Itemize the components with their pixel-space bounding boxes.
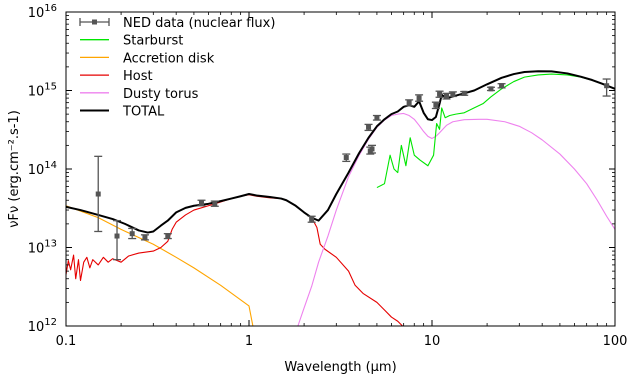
y-tick-label: 1013 xyxy=(28,239,57,257)
ned-data-point xyxy=(364,123,373,132)
legend-label: Dusty torus xyxy=(123,87,199,102)
data-marker xyxy=(450,91,456,97)
ned-data-point xyxy=(210,200,219,207)
y-tick-base: 10 xyxy=(28,242,45,257)
ned-data-point xyxy=(486,86,495,92)
y-tick-exponent: 13 xyxy=(44,239,57,250)
series-line-dusty-torus xyxy=(297,112,615,326)
legend-label: TOTAL xyxy=(122,105,165,120)
ned-data-point xyxy=(307,215,316,223)
ned-data-point xyxy=(448,91,457,98)
data-marker xyxy=(604,83,610,89)
series-line-host xyxy=(66,194,403,326)
data-marker xyxy=(198,200,204,206)
ned-data-point xyxy=(435,90,444,98)
data-marker xyxy=(437,91,443,97)
y-axis-title: νFν (erg.cm⁻².s-1) xyxy=(7,110,22,228)
y-tick-base: 10 xyxy=(28,85,45,100)
series-line-starburst xyxy=(376,73,615,189)
legend-entry: Accretion disk xyxy=(80,51,215,66)
data-marker xyxy=(142,234,148,240)
legend-entry: TOTAL xyxy=(80,105,165,120)
legend-label: NED data (nuclear flux) xyxy=(123,16,275,31)
data-marker xyxy=(366,124,372,130)
data-marker xyxy=(114,233,120,239)
data-marker xyxy=(374,115,380,121)
data-marker xyxy=(165,233,171,239)
y-tick-base: 10 xyxy=(28,163,45,178)
y-tick-base: 10 xyxy=(28,6,45,21)
data-marker xyxy=(369,146,375,152)
y-tick-label: 1012 xyxy=(28,317,57,335)
plot-frame xyxy=(65,11,616,327)
ned-data-point xyxy=(442,92,451,100)
y-tick-exponent: 16 xyxy=(44,3,57,14)
data-marker xyxy=(461,90,467,96)
data-marker xyxy=(416,95,422,101)
data-marker xyxy=(129,231,135,237)
ned-data-point xyxy=(342,153,351,163)
series-layer xyxy=(66,70,615,326)
data-marker xyxy=(406,100,412,106)
data-marker xyxy=(309,216,315,222)
legend-entry: Host xyxy=(80,69,153,84)
y-tick-label: 1014 xyxy=(28,160,57,178)
y-tick-label: 1015 xyxy=(28,82,57,100)
x-tick-label: 100 xyxy=(603,334,628,349)
legend-marker xyxy=(92,19,97,25)
legend-label: Host xyxy=(123,69,153,84)
data-marker xyxy=(212,201,218,207)
data-marker xyxy=(499,83,505,89)
ned-data-point xyxy=(367,144,376,154)
ned-data-point xyxy=(128,227,137,240)
x-tick-label: 1 xyxy=(245,334,253,349)
legend-entry: Starburst xyxy=(80,34,183,49)
ned-data-point xyxy=(113,219,122,261)
legend-label: Accretion disk xyxy=(123,51,215,66)
y-tick-base: 10 xyxy=(28,320,45,335)
y-tick-exponent: 12 xyxy=(44,317,57,328)
data-marker xyxy=(343,155,349,161)
data-marker xyxy=(95,191,101,197)
ned-data-point xyxy=(94,155,103,233)
ned-data-point xyxy=(372,114,381,121)
y-tick-exponent: 14 xyxy=(44,160,57,171)
legend-label: Starburst xyxy=(123,34,183,49)
series-line-total xyxy=(66,70,615,234)
ned-data-point xyxy=(497,83,506,89)
x-axis-title: Wavelength (μm) xyxy=(284,360,396,375)
ned-data-point xyxy=(431,101,440,110)
ned-data-point xyxy=(415,94,424,102)
ned-data-point xyxy=(197,199,206,207)
ned-data-point xyxy=(602,78,611,97)
y-tick-label: 1016 xyxy=(28,3,57,21)
y-tick-exponent: 15 xyxy=(44,82,57,93)
legend-entry: NED data (nuclear flux) xyxy=(79,16,275,31)
ned-data-point xyxy=(405,99,414,107)
ned-data-point xyxy=(163,233,172,240)
legend-entry: Dusty torus xyxy=(80,87,199,102)
x-tick-label: 10 xyxy=(424,334,441,349)
ned-data-point xyxy=(460,90,469,96)
legend: NED data (nuclear flux) Starburst Accretio… xyxy=(79,16,275,120)
data-marker xyxy=(443,93,449,99)
ned-data-point xyxy=(140,234,149,241)
data-marker xyxy=(433,102,439,108)
series-line-accretion-disk xyxy=(66,205,254,326)
data-marker xyxy=(488,86,494,92)
x-tick-label: 0.1 xyxy=(56,334,77,349)
